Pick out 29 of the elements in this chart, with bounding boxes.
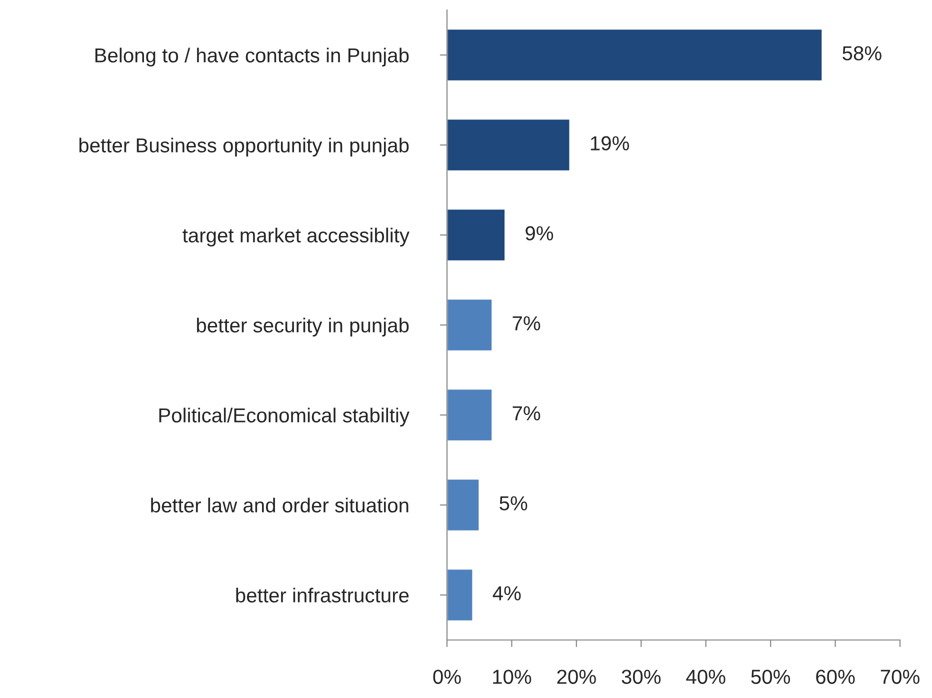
bar xyxy=(447,388,493,442)
x-tick-label: 30% xyxy=(622,670,661,684)
x-tick-label: 50% xyxy=(751,670,790,684)
data-label: 7% xyxy=(512,316,540,330)
y-tick-label: better security in punjab xyxy=(196,318,409,336)
data-label: 58% xyxy=(842,46,882,60)
data-label: 9% xyxy=(526,226,554,240)
x-tick-label: 20% xyxy=(557,670,596,684)
bar xyxy=(447,118,571,172)
bar xyxy=(447,568,474,622)
y-tick-label: better infrastructure xyxy=(236,588,409,602)
data-label: 4% xyxy=(492,586,521,600)
data-label: 5% xyxy=(500,496,528,510)
bar xyxy=(447,208,506,262)
y-tick-label: Belong to / have contacts in Punjab xyxy=(95,48,409,66)
bar xyxy=(447,478,480,532)
bar xyxy=(447,28,824,82)
y-tick-label: Political/Economical stabiltiy xyxy=(159,408,410,426)
y-tick-label: better Business opportunity in punjab xyxy=(79,138,409,156)
data-label: 7% xyxy=(512,406,540,420)
x-tick-label: 60% xyxy=(816,670,855,684)
x-tick-label: 70% xyxy=(880,670,920,684)
y-tick-label: better law and order situation xyxy=(151,498,408,512)
x-tick-label: 10% xyxy=(493,670,532,684)
x-tick-label: 0% xyxy=(433,670,461,684)
data-label: 19% xyxy=(590,136,629,150)
bar xyxy=(447,298,493,352)
y-tick-label: target market accessiblity xyxy=(182,228,410,246)
x-tick-label: 40% xyxy=(686,670,726,684)
